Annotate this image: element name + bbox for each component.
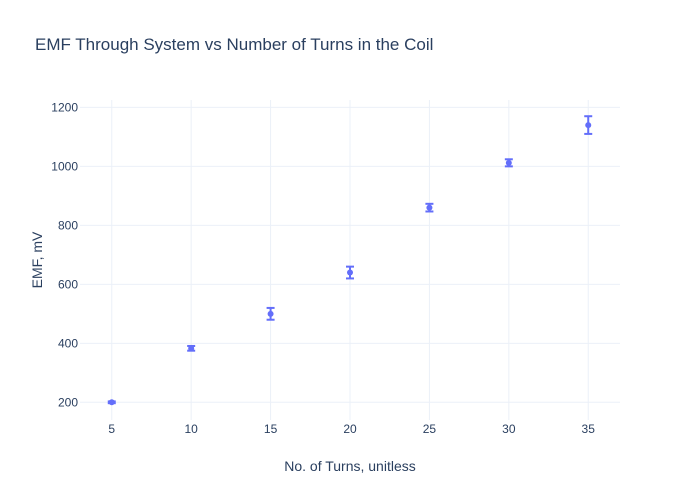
data-point <box>346 265 354 280</box>
y-tick-label: 200 <box>58 395 78 409</box>
marker <box>585 122 592 129</box>
x-tick-label: 10 <box>184 422 198 436</box>
y-tick-label: 800 <box>58 218 78 232</box>
x-tick-label: 35 <box>582 422 596 436</box>
x-tick-label: 25 <box>423 422 437 436</box>
chart-title: EMF Through System vs Number of Turns in… <box>35 35 433 54</box>
data-point <box>266 306 275 321</box>
y-axis-title: EMF, mV <box>29 231 45 288</box>
marker <box>267 310 274 317</box>
data-point <box>584 115 593 135</box>
gridlines <box>80 100 620 420</box>
x-tick-label: 30 <box>502 422 516 436</box>
marker <box>505 159 512 166</box>
y-axis-ticks: 200 400 600 800 1000 1200 <box>51 100 78 409</box>
marker <box>426 204 433 211</box>
marker <box>108 399 115 406</box>
y-tick-label: 1000 <box>51 159 78 173</box>
marker <box>188 345 195 352</box>
data-point <box>107 399 116 406</box>
marker <box>347 269 353 276</box>
y-tick-label: 600 <box>58 277 78 291</box>
data-point <box>504 158 513 168</box>
data-point <box>187 344 196 352</box>
data-points <box>107 115 593 406</box>
x-axis-title: No. of Turns, unitless <box>284 458 416 474</box>
x-tick-label: 20 <box>343 422 357 436</box>
y-tick-label: 400 <box>58 336 78 350</box>
x-axis-ticks: 5 10 15 20 25 30 35 <box>108 422 595 436</box>
x-tick-label: 5 <box>108 422 115 436</box>
x-tick-label: 15 <box>264 422 278 436</box>
data-point <box>425 202 434 213</box>
y-tick-label: 1200 <box>51 100 78 114</box>
